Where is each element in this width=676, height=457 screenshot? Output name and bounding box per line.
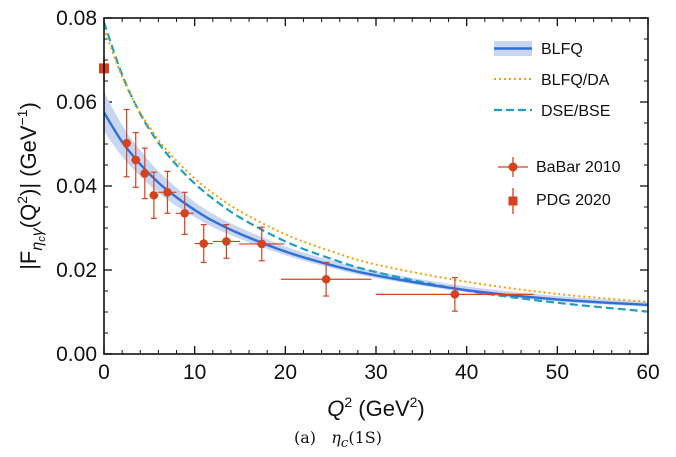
babar-point — [199, 239, 209, 248]
y-tick-label: 0.08 — [56, 7, 97, 30]
figure-caption: (a) ηc(1S) — [0, 428, 676, 451]
legend-label-dse-bse: DSE/BSE — [541, 103, 610, 120]
tick-labels: 0 10 20 30 40 50 60 0.00 0.02 0.04 0.06 0.08 — [56, 7, 660, 384]
legend-swatch-babar-marker — [508, 162, 518, 172]
x-tick-label: 30 — [364, 361, 387, 384]
legend-item-blfq: BLFQ — [494, 41, 583, 58]
y-axis-label: |Fηcγ(Q2)| (GeV−1) — [14, 102, 48, 270]
babar-point — [140, 169, 150, 178]
caption-symbol-sub: c — [340, 436, 349, 452]
x-tick-label: 0 — [98, 361, 110, 384]
babar-point — [163, 188, 172, 197]
legend-swatch-pdg-marker — [508, 196, 518, 206]
legend-item-pdg: PDG 2020 — [508, 188, 611, 214]
form-factor-chart: 0 10 20 30 40 50 60 0.00 0.02 0.04 0.06 0.08 Q2 (Ge… — [14, 7, 660, 421]
babar-point — [122, 138, 131, 148]
blfq-da-curve — [104, 28, 648, 303]
axis-ticks — [103, 17, 649, 355]
y-tick-label: 0.00 — [56, 343, 97, 366]
x-tick-label: 20 — [274, 361, 297, 384]
y-tick-label: 0.02 — [56, 259, 97, 282]
babar-point — [131, 155, 141, 165]
x-tick-label: 10 — [183, 361, 206, 384]
babar-point — [321, 274, 331, 284]
caption-symbol: η — [331, 428, 341, 447]
y-tick-label: 0.04 — [56, 175, 97, 198]
babar-point — [257, 239, 267, 249]
legend-item-babar: BaBar 2010 — [498, 157, 621, 177]
legend-label-blfq-da: BLFQ/DA — [541, 72, 610, 89]
y-tick-label: 0.06 — [56, 91, 97, 114]
legend-label-pdg: PDG 2020 — [536, 192, 611, 209]
babar-point — [149, 190, 159, 200]
curves — [104, 21, 648, 313]
caption-state: (1S) — [348, 428, 382, 447]
x-axis-label: Q2 (GeV2) — [327, 394, 425, 421]
x-tick-label: 40 — [455, 361, 478, 384]
legend-item-blfq-da: BLFQ/DA — [494, 72, 610, 89]
plot-frame — [103, 17, 649, 355]
caption-label: (a) — [294, 428, 317, 447]
legend-label-babar: BaBar 2010 — [536, 159, 621, 176]
x-tick-label: 60 — [636, 361, 659, 384]
babar-point — [222, 237, 231, 246]
babar-point — [450, 290, 460, 299]
legend-label-blfq: BLFQ — [541, 41, 583, 58]
x-tick-label: 50 — [546, 361, 569, 384]
legend-item-dse-bse: DSE/BSE — [494, 103, 610, 120]
legend: BLFQ BLFQ/DA DSE/BSE BaBar 2010 PDG 2020 — [494, 41, 621, 214]
blfq-curve — [104, 111, 648, 307]
data-points — [99, 55, 534, 312]
babar-point — [180, 209, 189, 218]
